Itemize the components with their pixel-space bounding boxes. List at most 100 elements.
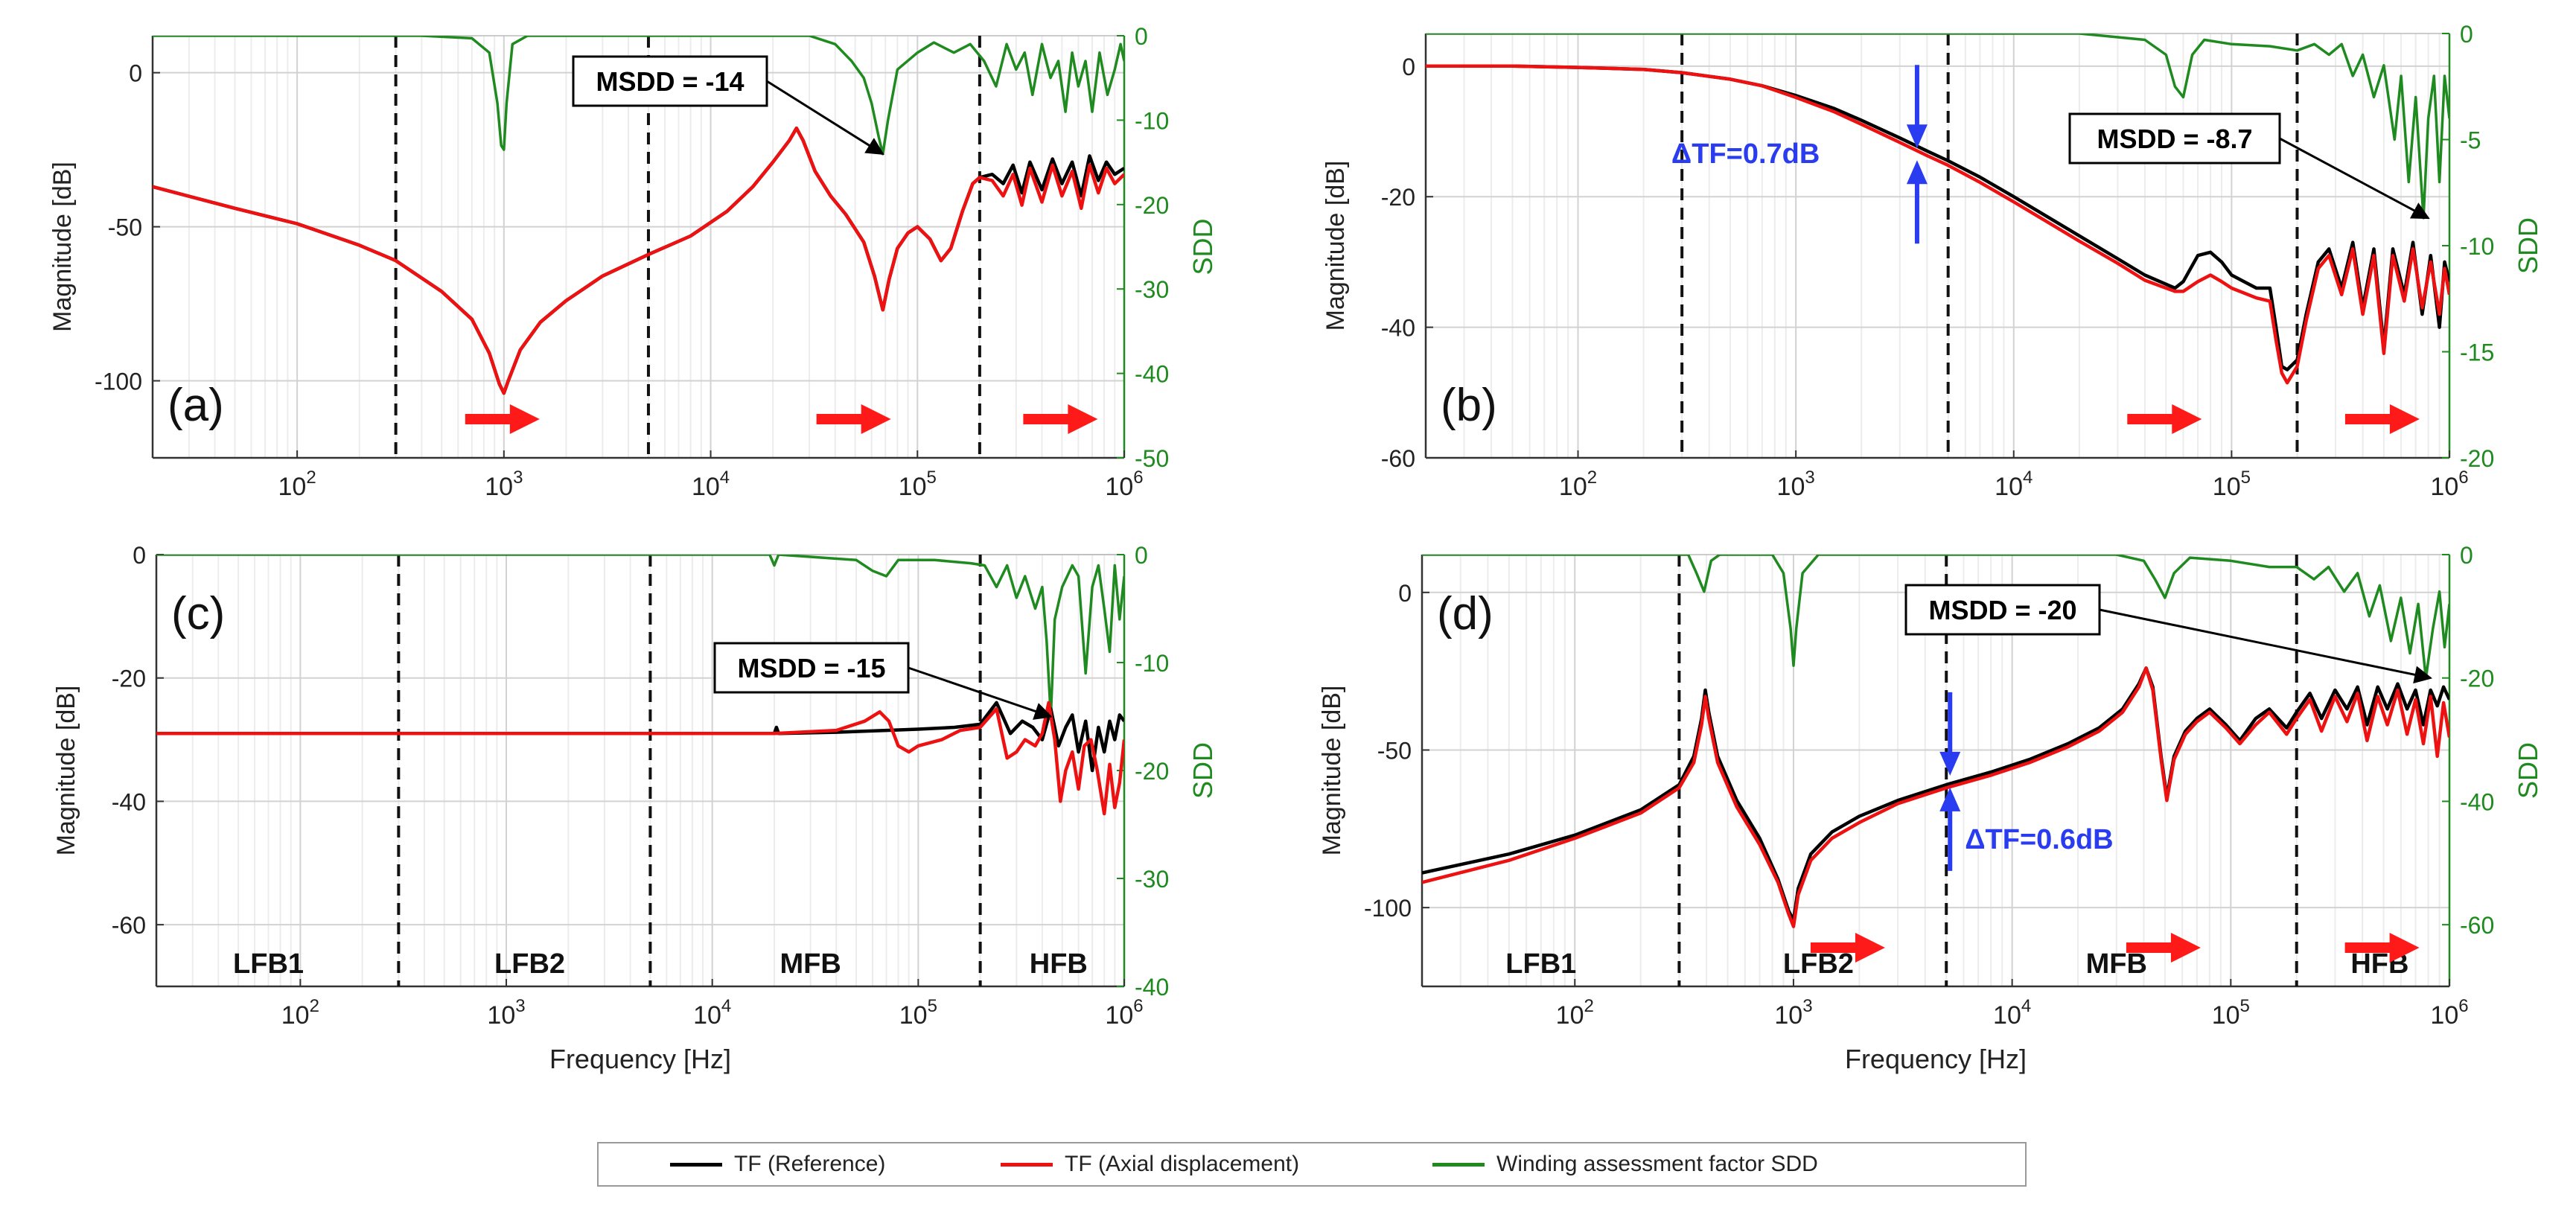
x-tick-label: 106	[2430, 996, 2468, 1030]
series-axial-displacement	[1426, 64, 2449, 385]
delta-arrow-top-head	[1939, 751, 1961, 776]
band-arrow	[2344, 404, 2420, 434]
x-tick-label: 103	[485, 468, 523, 501]
x-axis-label: Frequency [Hz]	[549, 1044, 731, 1074]
y-axis-label: Magnitude [dB]	[52, 686, 80, 856]
legend: TF (Reference) TF (Axial displacement) W…	[597, 1142, 2027, 1187]
y-tick-label: 0	[129, 60, 142, 87]
legend-label-axial: TF (Axial displacement)	[1065, 1152, 1300, 1176]
legend-item-reference: TF (Reference)	[670, 1143, 885, 1185]
band-arrow	[2344, 933, 2420, 963]
y-axis-label: Magnitude [dB]	[1318, 686, 1346, 856]
series-axial-displacement	[153, 126, 1124, 395]
msdd-pointer	[2279, 137, 2430, 220]
panel-label: (d)	[1437, 588, 1493, 639]
msdd-label: MSDD = -20	[1928, 595, 2076, 625]
x-tick-label: 105	[899, 468, 937, 501]
msdd-pointer	[766, 80, 884, 156]
series-sdd	[1426, 34, 2449, 220]
band-label: LFB1	[1505, 948, 1576, 980]
y2-tick-label: -20	[1135, 192, 1169, 219]
delta-tf-label: ΔTF=0.7dB	[1671, 138, 1820, 170]
x-tick-label: 102	[278, 468, 316, 501]
y-tick-label: -40	[112, 788, 146, 815]
legend-swatch-reference	[670, 1162, 722, 1167]
band-arrow	[2126, 933, 2201, 963]
series-axial-displacement	[156, 701, 1124, 816]
y-tick-label: -50	[1377, 737, 1412, 764]
y2-tick-label: -10	[2460, 233, 2494, 260]
y-tick-label: -60	[112, 912, 146, 939]
y2-tick-label: -20	[2460, 666, 2494, 692]
band-arrow	[816, 404, 891, 434]
y2-tick-label: -15	[2460, 339, 2494, 366]
y-axis-label: Magnitude [dB]	[1322, 161, 1350, 331]
legend-item-axial: TF (Axial displacement)	[1001, 1143, 1299, 1185]
curves	[153, 36, 1124, 395]
x-tick-label: 105	[899, 996, 937, 1030]
y-tick-label: -100	[1364, 895, 1412, 922]
y-axis-label: Magnitude [dB]	[48, 162, 77, 332]
y2-tick-label: -5	[2460, 127, 2481, 154]
series-sdd	[153, 36, 1124, 156]
x-tick-label: 104	[1995, 468, 2033, 501]
series-reference	[156, 701, 1124, 773]
band-arrow	[465, 404, 540, 434]
delta-arrow-bottom-head	[1906, 160, 1928, 185]
legend-swatch-sdd	[1432, 1162, 1485, 1167]
y2-tick-label: -40	[1135, 361, 1169, 388]
y2-tick-label: -30	[1135, 276, 1169, 303]
y2-tick-label: -10	[1135, 650, 1169, 677]
curves	[156, 555, 1124, 816]
msdd-label: MSDD = -8.7	[2097, 124, 2252, 154]
y-tick-label: 0	[1402, 54, 1415, 80]
grid	[152, 36, 1125, 458]
y-tick-label: -60	[1381, 445, 1415, 472]
y2-tick-label: -20	[1135, 758, 1169, 785]
grid	[1421, 555, 2450, 986]
y2-axis-label: SDD	[2513, 742, 2543, 799]
panel-d: 0 -50 -100 0 -20 -40 -60 102 103 104 105 106 Magnitu…	[1318, 542, 2543, 1074]
y-tick-label: -50	[108, 214, 142, 241]
y-tick-label: -40	[1381, 315, 1415, 342]
series-sdd	[1422, 555, 2449, 680]
x-tick-label: 106	[1105, 996, 1143, 1030]
curves	[1422, 555, 2449, 928]
x-tick-label: 104	[1993, 996, 2031, 1030]
msdd-pointer	[2099, 608, 2433, 684]
y-tick-label: -20	[112, 666, 146, 692]
x-tick-label: 102	[281, 996, 319, 1030]
panel-b: 0 -20 -40 -60 0 -5 -10 -15 -20 102 103 104 105 106 Mag…	[1322, 21, 2543, 501]
panel-label: (c)	[171, 588, 225, 639]
y2-tick-label: -20	[2460, 445, 2494, 472]
grid	[156, 554, 1125, 986]
y2-tick-label: -60	[2460, 912, 2494, 939]
msdd-pointer	[908, 666, 1053, 720]
x-axis-label: Frequency [Hz]	[1845, 1044, 2027, 1074]
series-sdd	[156, 555, 1124, 718]
panel-label: (a)	[168, 380, 224, 431]
msdd-box	[713, 642, 910, 694]
legend-label-reference: TF (Reference)	[734, 1152, 886, 1176]
msdd-label: MSDD = -14	[596, 66, 744, 97]
msdd-box	[572, 55, 768, 107]
y2-tick-label: 0	[1135, 23, 1148, 50]
y2-tick-label: 0	[2460, 21, 2473, 48]
y2-tick-label: -10	[1135, 107, 1169, 134]
y2-tick-label: -30	[1135, 866, 1169, 893]
band-label: LFB2	[494, 948, 565, 980]
y2-tick-label: -40	[1135, 974, 1169, 1001]
delta-arrow-top-head	[1906, 124, 1928, 149]
band-label: LFB2	[1783, 948, 1854, 980]
x-tick-label: 105	[2213, 468, 2251, 501]
band-arrow	[1810, 933, 1885, 963]
x-tick-label: 102	[1556, 996, 1594, 1030]
grid	[1425, 34, 2450, 459]
x-tick-label: 106	[2430, 468, 2468, 501]
x-tick-label: 106	[1105, 468, 1143, 501]
x-tick-label: 104	[693, 996, 731, 1030]
y2-tick-label: 0	[2460, 542, 2473, 569]
x-tick-label: 105	[2212, 996, 2250, 1030]
x-tick-label: 103	[1774, 996, 1812, 1030]
